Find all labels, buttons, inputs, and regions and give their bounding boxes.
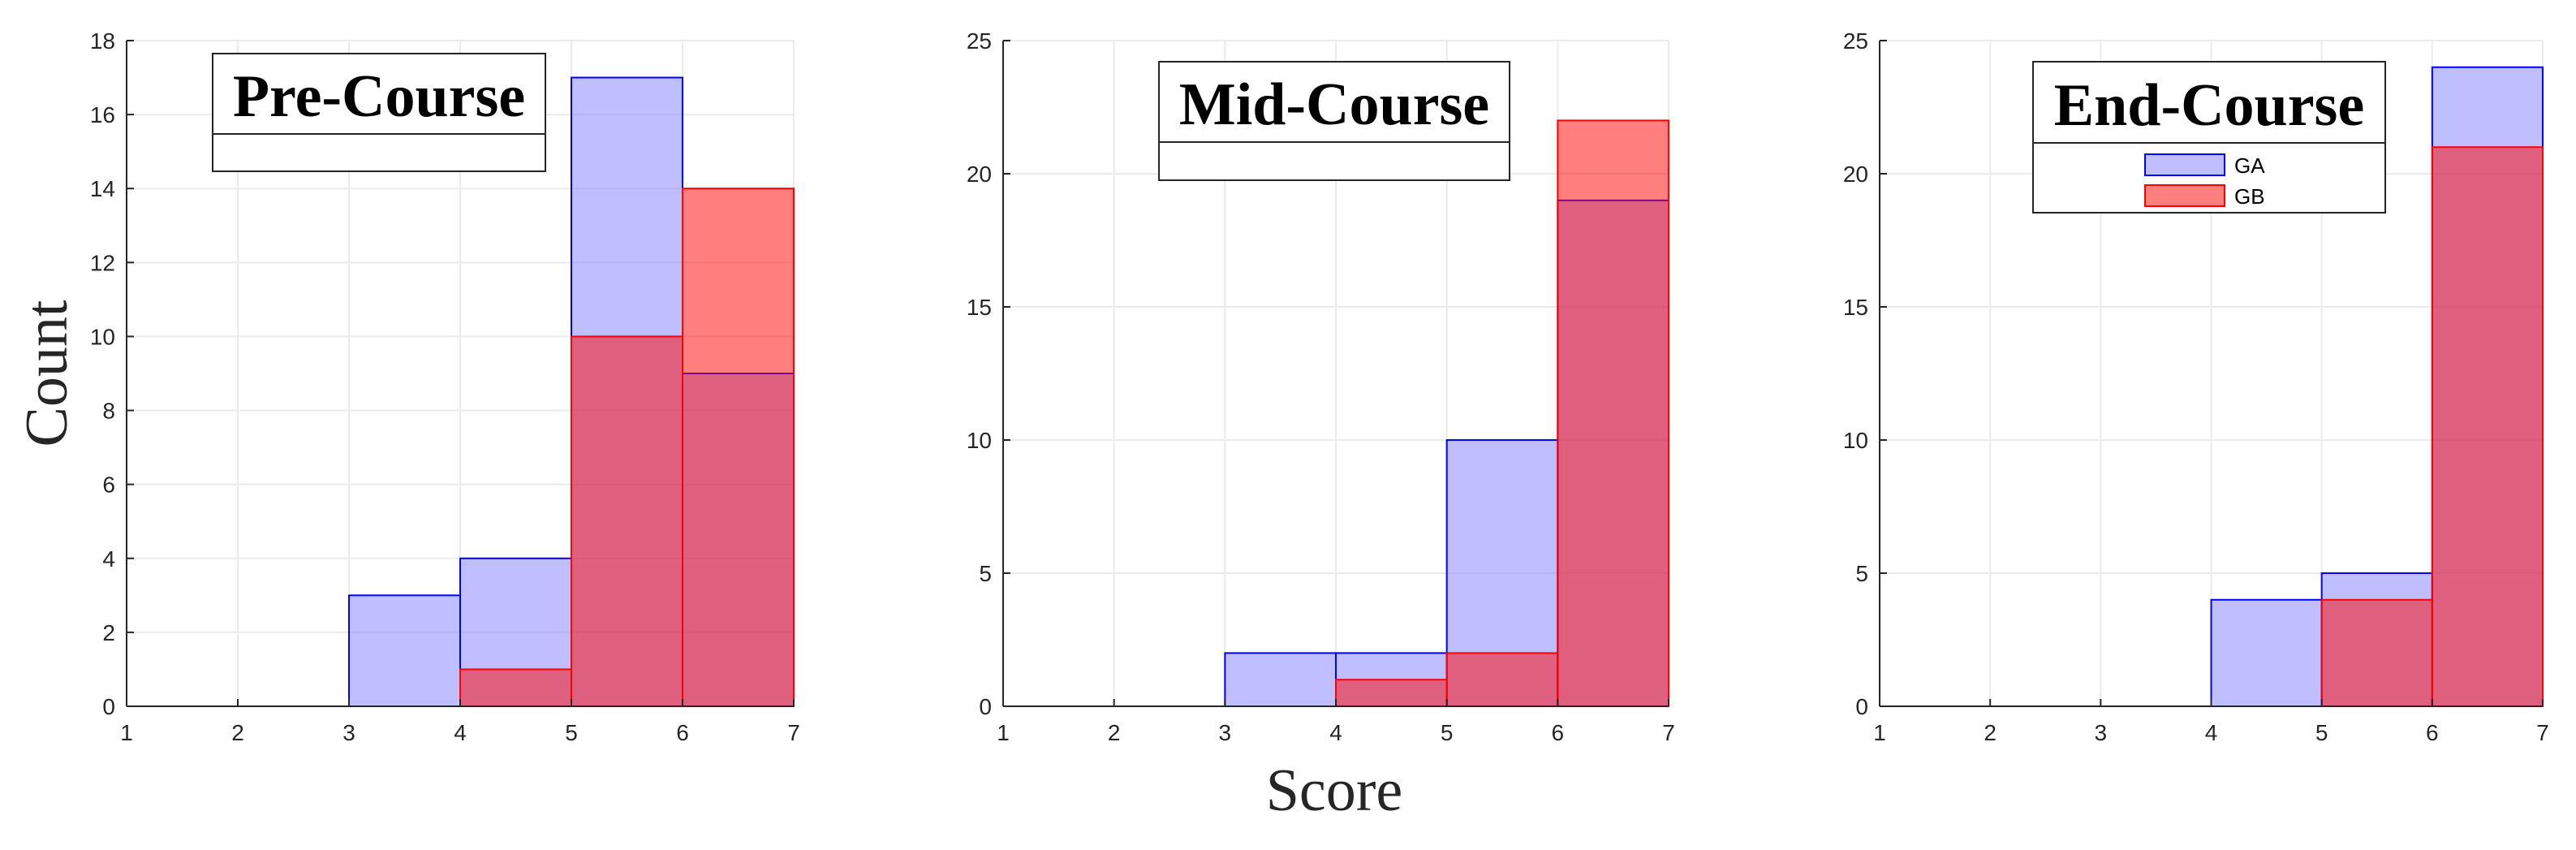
y-tick-label: 15	[1843, 295, 1868, 320]
x-axis-label: Score	[1266, 757, 1403, 824]
bar-gb	[682, 188, 795, 707]
x-tick-label: 4	[454, 720, 467, 745]
x-tick-label: 1	[120, 720, 133, 745]
x-tick-label: 2	[231, 720, 244, 745]
title-box	[1158, 61, 1510, 181]
y-tick-label: 25	[967, 28, 992, 54]
bar-gb	[2320, 598, 2433, 707]
y-tick-label: 20	[1843, 162, 1868, 187]
panel-title: Pre-Course	[233, 63, 525, 130]
bar-gb	[571, 335, 683, 707]
y-tick-label: 5	[979, 561, 992, 586]
y-tick-label: 25	[1843, 28, 1868, 54]
panel-3: 1 2 3 4 5 6 7 0 5 10 15 20 25 End-Course GA GB	[1843, 28, 2549, 745]
legend-swatch-ga	[2144, 153, 2225, 176]
panel-2: 1 2 3 4 5 6 7 0 5 10 15 20 25 Mid-Course	[967, 28, 1675, 745]
y-tick-label: 10	[1843, 428, 1868, 453]
legend-label-gb: GB	[2234, 184, 2265, 209]
bar-gb	[459, 668, 572, 708]
x-tick-label: 2	[1984, 720, 1997, 745]
x-tick-label: 3	[342, 720, 355, 745]
legend-label-ga: GA	[2234, 153, 2265, 178]
x-tick-label: 5	[1441, 720, 1454, 745]
title-box	[212, 53, 546, 172]
y-tick-label: 4	[102, 546, 115, 572]
x-tick-label: 4	[1329, 720, 1342, 745]
x-tick-label: 3	[2095, 720, 2108, 745]
bar-ga	[2210, 598, 2323, 707]
x-tick-label: 7	[1662, 720, 1675, 745]
y-tick-label: 10	[967, 428, 992, 453]
y-tick-label: 2	[102, 620, 115, 645]
x-tick-label: 5	[2315, 720, 2328, 745]
bar-ga	[348, 594, 461, 707]
x-tick-label: 6	[676, 720, 689, 745]
y-tick-label: 15	[967, 295, 992, 320]
bar-gb	[1445, 652, 1559, 708]
x-tick-label: 1	[1873, 720, 1886, 745]
x-tick-label: 6	[1552, 720, 1565, 745]
x-tick-label: 6	[2426, 720, 2439, 745]
panel-title: Mid-Course	[1179, 71, 1489, 138]
y-tick-label: 18	[90, 28, 115, 54]
x-tick-label: 2	[1108, 720, 1121, 745]
y-tick-label: 12	[90, 250, 115, 275]
bar-gb	[1335, 679, 1448, 708]
x-tick-label: 7	[787, 720, 800, 745]
y-tick-label: 8	[102, 399, 115, 424]
y-tick-label: 14	[90, 176, 115, 201]
y-tick-label: 5	[1855, 561, 1868, 586]
x-tick-label: 1	[997, 720, 1010, 745]
bar-gb	[2431, 146, 2544, 707]
x-tick-label: 4	[2205, 720, 2218, 745]
y-axis-label: Count	[14, 300, 80, 447]
y-tick-label: 0	[979, 694, 992, 719]
y-tick-label: 10	[90, 324, 115, 349]
y-tick-label: 16	[90, 102, 115, 127]
y-tick-label: 0	[102, 694, 115, 719]
legend-swatch-gb	[2144, 184, 2225, 207]
panel-title: End-Course	[2054, 72, 2364, 139]
bar-ga	[1224, 652, 1338, 708]
y-tick-label: 6	[102, 472, 115, 498]
bar-gb	[1557, 119, 1670, 707]
x-tick-label: 3	[1219, 720, 1232, 745]
x-tick-label: 5	[565, 720, 578, 745]
y-tick-label: 20	[967, 162, 992, 187]
x-tick-label: 7	[2536, 720, 2549, 745]
y-tick-label: 0	[1855, 694, 1868, 719]
